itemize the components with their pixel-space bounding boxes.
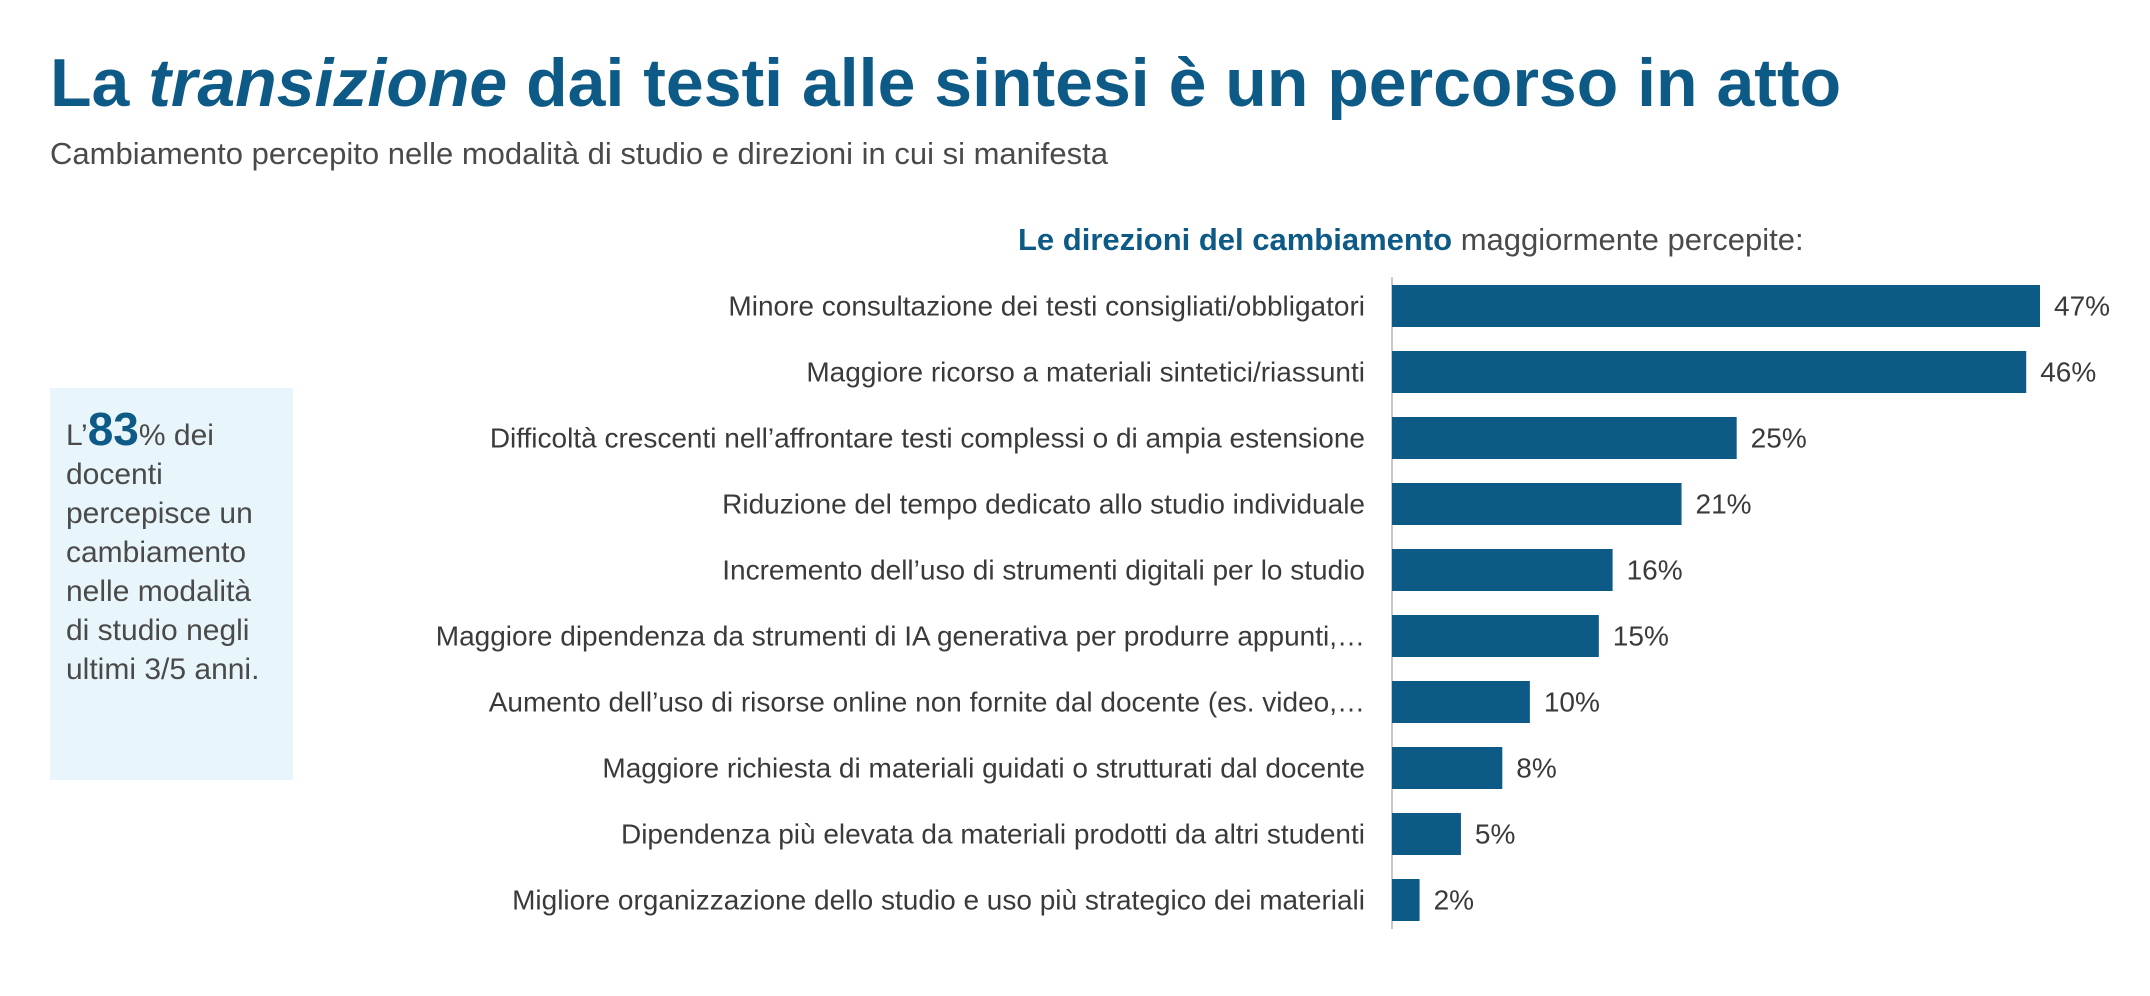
value-label: 10% <box>1544 687 1600 718</box>
value-label: 5% <box>1475 819 1515 850</box>
chart-heading: Le direzioni del cambiamento maggiorment… <box>1018 222 1804 258</box>
chart-heading-rest: maggiormente percepite: <box>1452 222 1804 257</box>
bar <box>1392 747 1503 789</box>
callout-highlight-number: 83 <box>87 403 139 455</box>
page-subtitle: Cambiamento percepito nelle modalità di … <box>50 136 1108 171</box>
title-text-start: La <box>50 45 149 121</box>
category-label: Maggiore richiesta di materiali guidati … <box>602 753 1365 784</box>
category-label: Maggiore dipendenza da strumenti di IA g… <box>436 621 1365 652</box>
bar <box>1392 483 1682 525</box>
category-label: Dipendenza più elevata da materiali prod… <box>621 819 1365 850</box>
category-label: Maggiore ricorso a materiali sintetici/r… <box>806 357 1365 388</box>
value-label: 8% <box>1516 753 1556 784</box>
bar <box>1392 549 1613 591</box>
callout-prefix: L’ <box>66 419 88 452</box>
category-label: Aumento dell’uso di risorse online non f… <box>489 687 1365 718</box>
bar <box>1392 351 2027 393</box>
category-label: Riduzione del tempo dedicato allo studio… <box>722 489 1365 520</box>
category-label: Migliore organizzazione dello studio e u… <box>512 885 1365 916</box>
value-label: 21% <box>1696 489 1752 520</box>
bar <box>1392 879 1420 921</box>
value-label: 46% <box>2040 357 2096 388</box>
bar <box>1392 813 1461 855</box>
bar <box>1392 681 1530 723</box>
value-label: 15% <box>1613 621 1669 652</box>
page-title: La transizione dai testi alle sintesi è … <box>50 44 1841 122</box>
category-label: Difficoltà crescenti nell’affrontare tes… <box>490 423 1365 454</box>
callout-text: L’83% dei docenti percepisce un cambiame… <box>66 406 277 689</box>
title-text-end: dai testi alle sintesi è un percorso in … <box>507 45 1842 121</box>
category-label: Incremento dell’uso di strumenti digital… <box>722 555 1365 586</box>
value-label: 47% <box>2054 291 2110 322</box>
bar <box>1392 417 1737 459</box>
highlight-callout-box: L’83% dei docenti percepisce un cambiame… <box>50 388 293 780</box>
value-label: 2% <box>1434 885 1474 916</box>
category-label: Minore consultazione dei testi consiglia… <box>728 291 1365 322</box>
chart-heading-strong: Le direzioni del cambiamento <box>1018 222 1453 257</box>
bar <box>1392 285 2040 327</box>
value-label: 16% <box>1627 555 1683 586</box>
callout-suffix: % dei docenti percepisce un cambiamento … <box>66 419 260 686</box>
bar <box>1392 615 1599 657</box>
title-italic-word: transizione <box>148 45 508 121</box>
value-label: 25% <box>1751 423 1807 454</box>
